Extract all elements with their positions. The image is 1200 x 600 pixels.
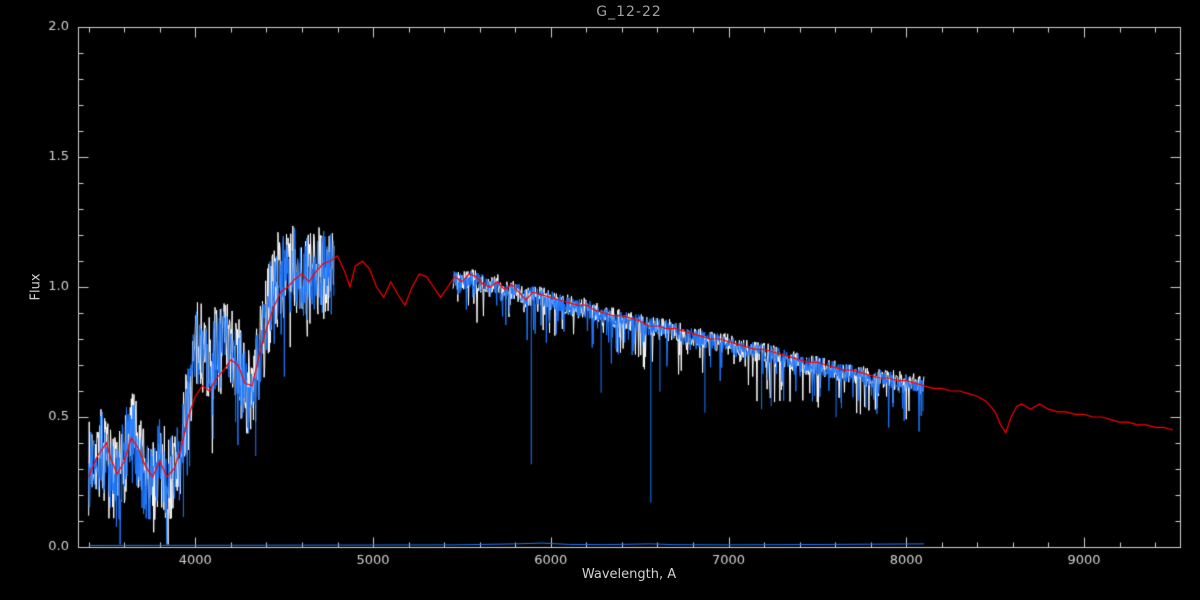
spectrum-plot-canvas bbox=[0, 0, 1200, 600]
spectrum-plot: G_12-22 Wavelength, A Flux bbox=[0, 0, 1200, 600]
